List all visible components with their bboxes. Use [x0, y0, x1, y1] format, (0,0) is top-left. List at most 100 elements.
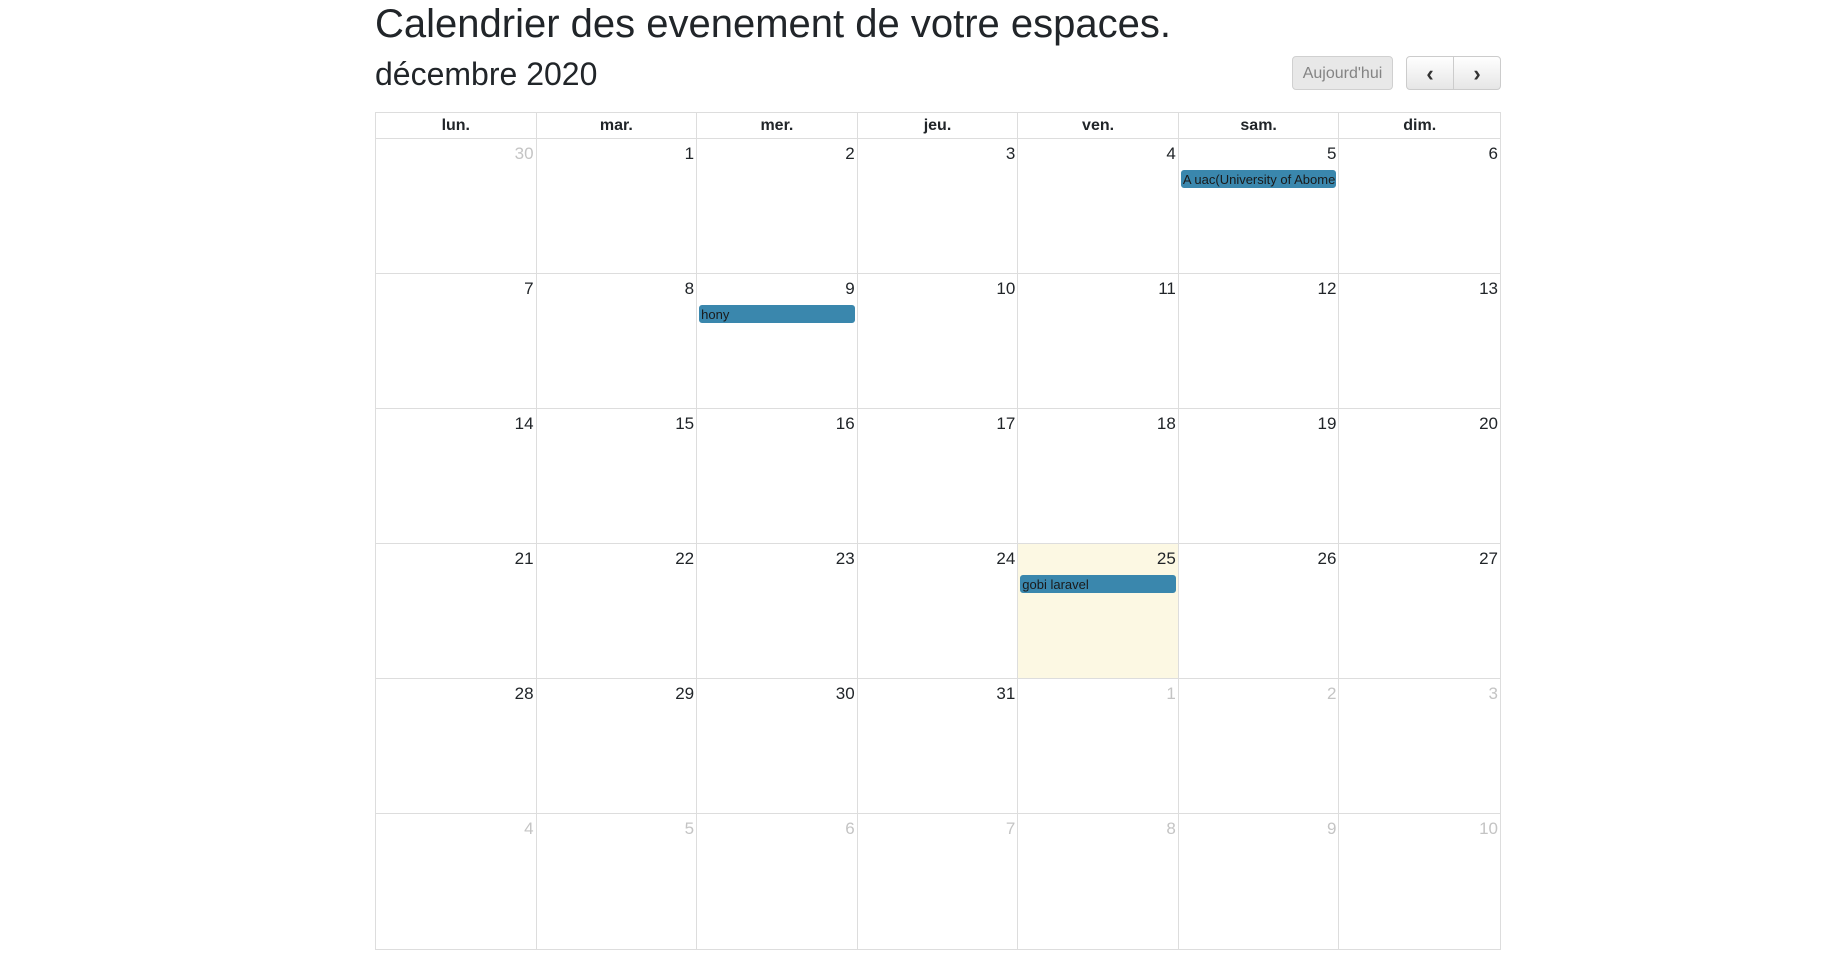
weekday-header-row: lun. mar. mer. jeu. ven. sam. dim. — [376, 113, 1500, 139]
day-cell[interactable]: 7 — [376, 274, 537, 408]
day-number: 7 — [524, 279, 534, 298]
day-cell[interactable]: 12 — [1179, 274, 1340, 408]
week-row: 30 1 2 3 4 5 A uac(University of Abomey Calavi… — [376, 139, 1500, 274]
day-number: 24 — [996, 549, 1016, 568]
day-cell[interactable]: 11 — [1018, 274, 1179, 408]
day-cell[interactable]: 3 — [858, 139, 1019, 273]
day-cell[interactable]: 10 — [858, 274, 1019, 408]
day-cell[interactable]: 23 — [697, 544, 858, 678]
day-cell[interactable]: 20 — [1339, 409, 1500, 543]
day-number: 9 — [845, 279, 855, 298]
day-cell[interactable]: 5 — [537, 814, 698, 949]
day-cell[interactable]: 22 — [537, 544, 698, 678]
day-cell[interactable]: 27 — [1339, 544, 1500, 678]
next-month-button[interactable]: › — [1453, 56, 1501, 90]
day-cell[interactable]: 4 — [1018, 139, 1179, 273]
calendar-event[interactable]: gobi laravel — [1020, 575, 1176, 593]
day-cell[interactable]: 1 — [537, 139, 698, 273]
day-number: 1 — [1166, 684, 1176, 703]
day-number: 26 — [1317, 549, 1337, 568]
day-cell[interactable]: 13 — [1339, 274, 1500, 408]
day-number: 30 — [514, 144, 534, 163]
week-row: 21 22 23 24 25 gobi laravel 26 27 — [376, 544, 1500, 679]
day-number: 29 — [675, 684, 695, 703]
day-cell[interactable]: 6 — [1339, 139, 1500, 273]
weekday-header: sam. — [1179, 113, 1340, 138]
week-row: 4 5 6 7 8 9 10 — [376, 814, 1500, 949]
day-number: 22 — [675, 549, 695, 568]
week-row: 14 15 16 17 18 19 20 — [376, 409, 1500, 544]
day-number: 3 — [1005, 144, 1016, 163]
day-cell[interactable]: 2 — [1179, 679, 1340, 813]
month-title: décembre 2020 — [375, 56, 598, 92]
day-number: 21 — [514, 549, 534, 568]
day-cell[interactable]: 5 A uac(University of Abomey Calavi) — [1179, 139, 1340, 273]
weekday-header: mer. — [697, 113, 858, 138]
day-number: 27 — [1479, 549, 1498, 568]
day-number: 2 — [845, 144, 855, 163]
day-number: 25 — [1156, 549, 1176, 568]
day-cell[interactable]: 18 — [1018, 409, 1179, 543]
day-cell[interactable]: 3 — [1339, 679, 1500, 813]
day-number: 8 — [1166, 819, 1176, 838]
day-cell[interactable]: 24 — [858, 544, 1019, 678]
day-cell[interactable]: 4 — [376, 814, 537, 949]
day-number: 28 — [514, 684, 534, 703]
day-cell[interactable]: 14 — [376, 409, 537, 543]
weekday-header: jeu. — [858, 113, 1019, 138]
day-number: 23 — [835, 549, 855, 568]
day-number: 30 — [835, 684, 855, 703]
calendar-page: Calendrier des evenement de votre espace… — [375, 0, 1501, 950]
day-cell[interactable]: 30 — [697, 679, 858, 813]
day-cell[interactable]: 10 — [1339, 814, 1500, 949]
day-number: 20 — [1479, 414, 1498, 433]
day-cell[interactable]: 29 — [537, 679, 698, 813]
day-number: 1 — [684, 144, 695, 163]
day-cell[interactable]: 8 — [1018, 814, 1179, 949]
prev-month-button[interactable]: ‹ — [1406, 56, 1454, 90]
day-cell[interactable]: 21 — [376, 544, 537, 678]
day-number: 10 — [996, 279, 1016, 298]
day-number: 8 — [684, 279, 695, 298]
day-cell[interactable]: 19 — [1179, 409, 1340, 543]
today-button[interactable]: Aujourd'hui — [1292, 56, 1393, 90]
day-cell[interactable]: 6 — [697, 814, 858, 949]
day-cell[interactable]: 9 hony — [697, 274, 858, 408]
day-cell-today[interactable]: 25 gobi laravel — [1018, 544, 1179, 678]
day-number: 5 — [1326, 144, 1337, 163]
day-number: 11 — [1158, 279, 1176, 298]
calendar-event[interactable]: A uac(University of Abomey Calavi) — [1180, 170, 1337, 188]
day-number: 5 — [684, 819, 695, 838]
day-number: 12 — [1317, 279, 1337, 298]
day-number: 14 — [514, 414, 534, 433]
day-number: 13 — [1479, 279, 1498, 298]
calendar-event[interactable]: hony — [699, 305, 855, 323]
day-cell[interactable]: 31 — [858, 679, 1019, 813]
day-cell[interactable]: 30 — [376, 139, 537, 273]
weekday-header: mar. — [537, 113, 698, 138]
day-number: 10 — [1479, 819, 1498, 838]
day-number: 2 — [1326, 684, 1337, 703]
day-number: 4 — [1166, 144, 1176, 163]
day-number: 17 — [996, 414, 1016, 433]
day-cell[interactable]: 1 — [1018, 679, 1179, 813]
day-number: 3 — [1488, 684, 1498, 703]
day-number: 19 — [1317, 414, 1337, 433]
day-number: 4 — [524, 819, 534, 838]
day-number: 7 — [1005, 819, 1016, 838]
day-number: 9 — [1326, 819, 1337, 838]
day-cell[interactable]: 17 — [858, 409, 1019, 543]
day-cell[interactable]: 15 — [537, 409, 698, 543]
chevron-right-icon: › — [1473, 61, 1481, 86]
month-grid: lun. mar. mer. jeu. ven. sam. dim. 30 1 2 3… — [375, 112, 1501, 950]
day-cell[interactable]: 16 — [697, 409, 858, 543]
day-cell[interactable]: 9 — [1179, 814, 1340, 949]
chevron-left-icon: ‹ — [1426, 61, 1434, 86]
day-cell[interactable]: 8 — [537, 274, 698, 408]
day-cell[interactable]: 2 — [697, 139, 858, 273]
day-cell[interactable]: 28 — [376, 679, 537, 813]
day-number: 6 — [1488, 144, 1498, 163]
day-cell[interactable]: 7 — [858, 814, 1019, 949]
day-number: 16 — [835, 414, 855, 433]
day-cell[interactable]: 26 — [1179, 544, 1340, 678]
